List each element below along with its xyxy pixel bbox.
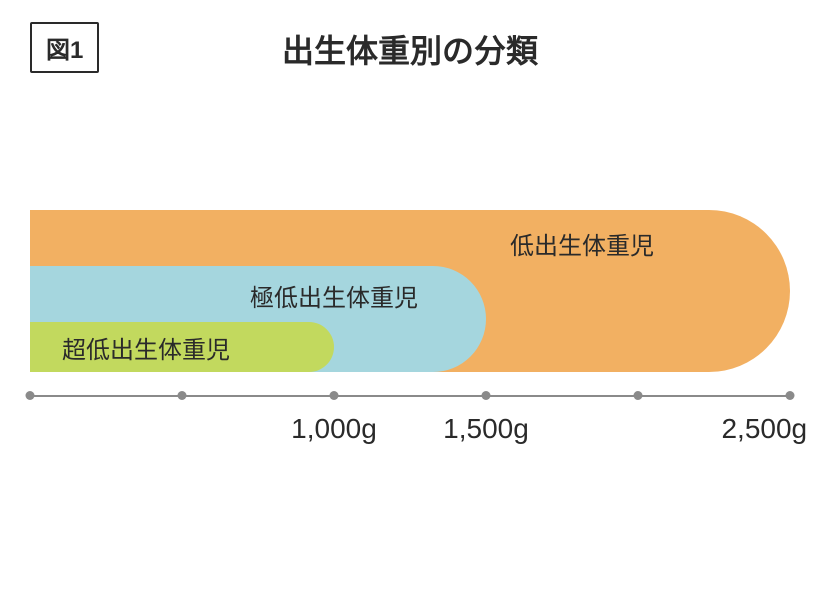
bar-label-outer: 低出生体重児 xyxy=(510,226,654,261)
axis-tick xyxy=(634,391,643,400)
axis-line xyxy=(30,395,790,397)
axis-tick xyxy=(26,391,35,400)
axis-tick xyxy=(330,391,339,400)
bar-label-middle: 極低出生体重児 xyxy=(250,278,418,313)
axis-tick-label: 1,000g xyxy=(291,413,377,445)
weight-classification-chart: 低出生体重児極低出生体重児超低出生体重児 xyxy=(30,210,790,380)
axis-tick xyxy=(482,391,491,400)
axis-tick-label: 2,500g xyxy=(721,413,807,445)
axis-tick xyxy=(786,391,795,400)
figure-container: 図1 出生体重別の分類 低出生体重児極低出生体重児超低出生体重児 1,000g1… xyxy=(0,0,820,615)
axis-tick-label: 1,500g xyxy=(443,413,529,445)
bar-label-inner: 超低出生体重児 xyxy=(62,330,230,365)
axis-tick xyxy=(178,391,187,400)
figure-title: 出生体重別の分類 xyxy=(0,26,820,72)
